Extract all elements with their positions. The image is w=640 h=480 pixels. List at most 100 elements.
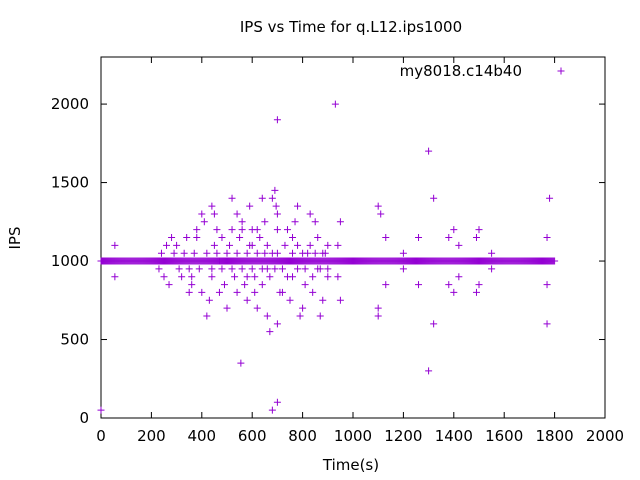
data-point [475,226,483,234]
data-point [198,288,206,296]
data-point [203,249,211,257]
data-point [311,249,319,257]
data-point [273,226,281,234]
data-point [281,241,289,249]
data-point [178,273,186,281]
data-point [374,202,382,210]
data-point [248,265,256,273]
data-point [215,257,223,265]
data-point [399,249,407,257]
x-tick-label: 800 [288,427,317,445]
data-point [488,249,496,257]
data-point [306,210,314,218]
data-point [228,194,236,202]
y-axis-label: IPS [6,227,24,250]
data-point [258,194,266,202]
data-point [198,210,206,218]
data-point [251,288,259,296]
data-point [299,249,307,257]
data-point [551,257,559,265]
x-tick-label: 2000 [586,427,624,445]
data-point [272,202,280,210]
data-point [223,304,231,312]
data-point [445,234,453,241]
data-point [324,241,332,249]
data-point [273,210,281,218]
data-point [223,249,231,257]
y-tick-label: 1000 [51,252,89,270]
data-point [289,249,297,257]
data-point [415,234,423,241]
data-point [210,210,218,218]
data-point [450,288,458,296]
data-point [195,265,203,273]
data-point [316,265,324,273]
y-tick-label: 0 [79,409,89,427]
data-point [180,249,188,257]
data-point [415,281,423,289]
data-point [273,320,281,328]
data-point [185,288,193,296]
data-point [266,328,274,336]
data-point [263,241,271,249]
data-point [188,273,196,281]
data-point [253,249,261,257]
data-point [111,273,119,281]
data-point [283,226,291,234]
data-point [183,234,191,241]
y-axis-ticks: 0 500 1000 1500 2000 [51,95,605,427]
data-point [331,100,339,108]
data-point [475,281,483,289]
data-point [294,202,302,210]
x-tick-label: 400 [187,427,216,445]
data-point [168,234,176,241]
data-point [157,249,165,257]
x-tick-label: 0 [96,427,106,445]
data-point [233,249,241,257]
x-tick-label: 1800 [536,427,574,445]
x-tick-label: 1400 [435,427,473,445]
data-point [261,218,269,226]
data-point [268,406,276,414]
data-points [97,100,559,414]
data-point [203,312,211,320]
data-point [382,234,390,241]
data-point [321,249,329,257]
data-point [309,273,317,281]
legend-marker-glyph [557,67,565,75]
data-point [155,265,163,273]
y-tick-label: 1500 [51,174,89,192]
data-point [271,265,279,273]
data-point [208,273,216,281]
data-point [243,273,251,281]
data-point [190,249,198,257]
data-point [271,186,279,194]
data-point [218,265,226,273]
data-point [430,320,438,328]
data-point [160,273,168,281]
x-tick-label: 200 [137,427,166,445]
data-point [236,234,244,241]
data-point [334,273,342,281]
data-point [472,288,480,296]
data-point [208,265,216,273]
data-point [336,296,344,304]
data-point [228,265,236,273]
x-tick-label: 600 [238,427,267,445]
data-point [253,304,261,312]
data-point [543,281,551,289]
data-point [299,304,307,312]
data-point [185,265,193,273]
x-tick-label: 1600 [485,427,523,445]
data-point [294,241,302,249]
data-point [261,249,269,257]
data-point [218,234,226,241]
y-tick-label: 500 [60,331,89,349]
data-point [200,218,208,226]
data-point [301,281,309,289]
data-point [276,288,284,296]
data-point [233,210,241,218]
data-point [243,249,251,257]
data-point [253,226,261,234]
